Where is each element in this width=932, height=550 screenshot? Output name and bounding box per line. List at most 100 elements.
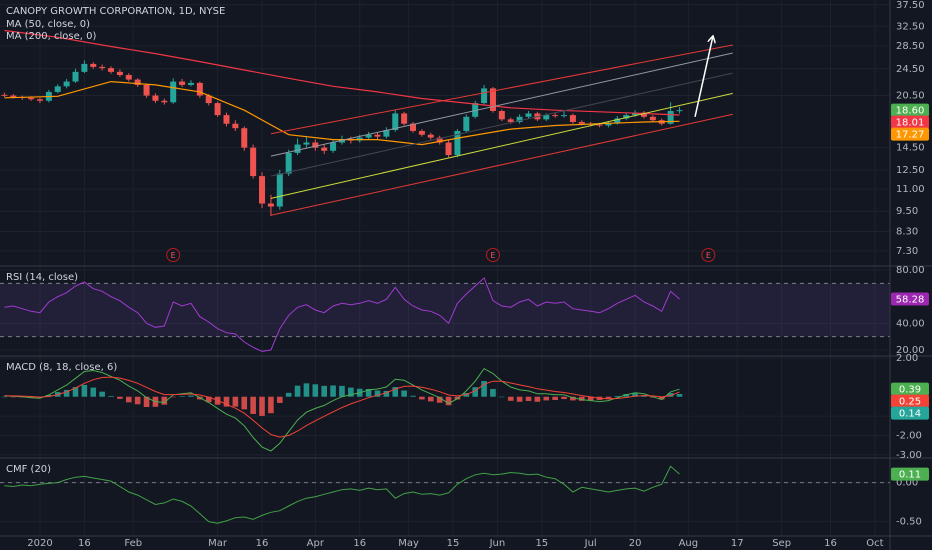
candle-body <box>232 123 239 129</box>
value-label-box <box>891 292 929 306</box>
histogram-bar <box>188 395 194 397</box>
y-tick-label: 20.50 <box>896 91 925 102</box>
histogram-bar <box>285 392 292 397</box>
histogram-bar <box>676 394 683 397</box>
earnings-label: E <box>706 251 711 260</box>
candle-body <box>667 110 674 124</box>
histogram-bar <box>81 384 88 397</box>
y-tick-label: 80.00 <box>896 265 925 276</box>
histogram-bar <box>472 387 478 397</box>
y-tick-label: 7.30 <box>896 246 918 257</box>
x-tick-label: Aug <box>679 538 699 549</box>
moving-average <box>4 80 680 146</box>
candle-body <box>294 144 301 153</box>
earnings-marker <box>485 248 500 262</box>
histogram-bar <box>268 396 274 414</box>
value-label-box <box>891 115 929 129</box>
x-tick-label: Feb <box>124 538 142 549</box>
panel-title: MACD (8, 18, close, 6) <box>6 362 117 373</box>
y-tick-label: 12.50 <box>896 165 925 176</box>
trend-line <box>270 52 733 157</box>
value-label-box <box>891 127 929 141</box>
histogram-bar <box>614 395 621 397</box>
x-tick-label: Mar <box>208 538 228 549</box>
histogram-bar <box>525 396 532 401</box>
candle-body <box>81 63 88 72</box>
candle-body <box>10 95 17 98</box>
y-tick-label: 2.00 <box>896 353 918 364</box>
histogram-bar <box>117 396 123 399</box>
candle-body <box>161 100 168 103</box>
indicator-line <box>4 465 680 524</box>
candle-body <box>418 130 425 135</box>
x-tick-label: 2020 <box>27 538 52 549</box>
x-tick-label: 16 <box>78 538 91 549</box>
value-label: 0.11 <box>899 470 921 481</box>
candle-body <box>276 173 283 207</box>
candle-body <box>241 128 248 148</box>
candle-body <box>463 116 470 131</box>
candle-body <box>365 134 372 138</box>
trend-line <box>270 92 733 199</box>
candle-body <box>259 176 266 204</box>
panel-title: CANOPY GROWTH CORPORATION, 1D, NYSE <box>6 6 225 17</box>
value-label: 18.60 <box>896 106 925 117</box>
candle-body <box>1 94 8 96</box>
histogram-bar <box>632 393 638 397</box>
histogram-bar <box>170 396 177 398</box>
candle-body <box>330 142 337 151</box>
candle-body <box>436 137 443 143</box>
rsi-band <box>0 283 890 337</box>
histogram-bar <box>250 396 256 414</box>
candle-body <box>498 110 505 120</box>
candle-body <box>561 115 568 117</box>
candle-body <box>649 116 656 121</box>
candle-body <box>143 84 150 96</box>
x-tick-label: Apr <box>307 538 325 549</box>
histogram-bar <box>179 396 185 397</box>
candle-body <box>125 75 132 80</box>
value-label-box <box>891 103 929 117</box>
histogram-bar <box>658 396 665 400</box>
histogram-bar <box>348 387 354 397</box>
histogram-bar <box>125 396 132 403</box>
y-tick-label: 11.00 <box>896 184 925 195</box>
candle-body <box>90 63 97 67</box>
histogram-bar <box>623 394 629 397</box>
candle-body <box>374 134 381 137</box>
histogram-bar <box>72 387 79 397</box>
candle-body <box>614 118 621 123</box>
arrow <box>694 37 713 117</box>
candle-body <box>223 115 230 124</box>
candle-body <box>605 122 612 126</box>
candle-body <box>312 142 319 148</box>
candle-body <box>578 121 585 124</box>
histogram-bar <box>99 391 105 397</box>
x-tick-label: 15 <box>447 538 460 549</box>
histogram-bar <box>90 387 97 397</box>
histogram-bar <box>410 395 416 397</box>
candle-body <box>525 113 532 117</box>
y-tick-label: -3.00 <box>896 450 922 461</box>
y-tick-label: 9.50 <box>896 206 918 217</box>
x-tick-label: 15 <box>535 538 548 549</box>
histogram-bar <box>205 396 212 403</box>
candle-body <box>196 82 203 96</box>
y-tick-label: 28.50 <box>896 41 925 52</box>
labels-layer: 2020 16 Feb Mar 16 Apr 16 May 15 Jun 15 Jul 20 Aug 17 S… <box>6 0 929 549</box>
histogram-bar <box>223 396 230 407</box>
value-label: 58.28 <box>896 294 925 305</box>
y-tick-label: 37.50 <box>896 0 925 11</box>
histogram-bar <box>667 393 674 397</box>
histogram-bar <box>63 389 70 397</box>
x-tick-label: 16 <box>353 538 366 549</box>
candle-body <box>134 79 141 85</box>
histogram-bar <box>436 396 443 403</box>
histogram-bar <box>419 396 425 400</box>
x-tick-label: 16 <box>256 538 269 549</box>
histogram-bar <box>10 396 17 398</box>
value-label: 17.27 <box>896 130 925 141</box>
x-tick-label: Oct <box>866 538 883 549</box>
histogram-bar <box>543 396 550 401</box>
